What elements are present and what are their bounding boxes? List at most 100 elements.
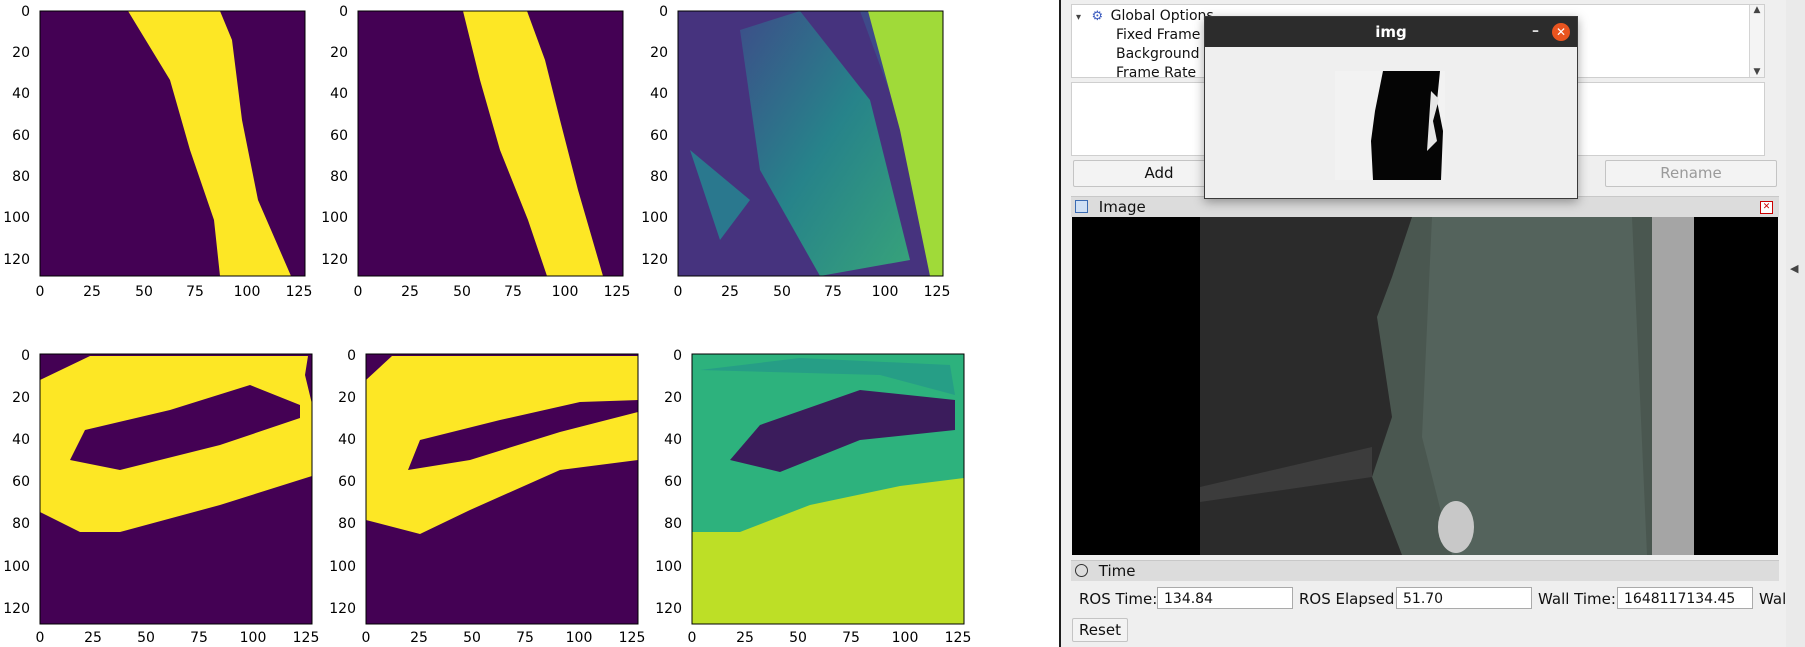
rviz-window: ▾ ⚙ Global Options Fixed Frame Backgroun… [1059,0,1805,647]
tree-row-global-options[interactable]: ▾ ⚙ Global Options [1076,7,1214,26]
clock-icon [1075,564,1088,577]
tick-x-label: 25 [83,284,101,300]
tick-x-label: 100 [240,630,267,646]
tick-y-label: 40 [664,432,682,448]
panel-close-icon[interactable]: ✕ [1760,201,1773,214]
tick-x-label: 25 [401,284,419,300]
tick-y-label: 100 [641,210,668,226]
tick-x-label: 50 [453,284,471,300]
rename-button[interactable]: Rename [1605,160,1777,187]
tick-x-label: 100 [234,284,261,300]
tick-x-label: 100 [892,630,919,646]
tick-x-label: 0 [36,284,45,300]
tick-x-label: 50 [789,630,807,646]
tick-x-label: 125 [945,630,972,646]
image-panel-header: Image ✕ [1071,196,1779,217]
wall-time-label: Wall Time: [1538,590,1616,608]
scroll-down-icon[interactable]: ▼ [1753,67,1761,77]
tree-label: Frame Rate [1116,65,1197,78]
tick-x-label: 125 [293,630,320,646]
tick-x-label: 50 [135,284,153,300]
tree-row-frame-rate[interactable]: Frame Rate [1116,64,1197,78]
tick-y-label: 20 [12,390,30,406]
close-icon[interactable]: ✕ [1552,23,1570,41]
gear-icon: ⚙ [1091,9,1104,24]
tree-row-fixed-frame[interactable]: Fixed Frame [1116,26,1200,45]
tick-y-label: 0 [339,4,348,20]
mask-image [1335,71,1445,180]
tick-y-label: 60 [12,128,30,144]
matplotlib-figure: 0 25 50 75 100 125 0 20 40 60 80 100 120… [3,4,972,646]
tick-y-label: 80 [12,516,30,532]
camera-image [1072,217,1778,555]
ros-time-label: ROS Time: [1079,590,1158,608]
img-window-title: img [1375,23,1407,41]
tick-y-label: 100 [3,210,30,226]
tick-y-label: 120 [3,252,30,268]
tick-y-label: 0 [21,348,30,364]
tick-y-label: 80 [12,169,30,185]
tree-row-background[interactable]: Background [1116,45,1200,64]
tree-label: Fixed Frame [1116,27,1201,43]
tick-y-label: 40 [330,86,348,102]
wall-time-field[interactable]: 1648117134.45 [1617,587,1753,609]
tick-y-label: 60 [338,474,356,490]
tick-x-label: 50 [463,630,481,646]
image-view [1072,217,1778,555]
tick-y-label: 60 [664,474,682,490]
tree-label: Global Options [1110,8,1214,24]
tick-x-label: 50 [773,284,791,300]
plot-r1c3 [677,10,944,277]
minimize-icon[interactable]: – [1532,23,1539,39]
tick-x-label: 50 [137,630,155,646]
tick-x-label: 125 [286,284,313,300]
scroll-up-icon[interactable]: ▲ [1753,5,1761,15]
plot-r2c2 [365,353,639,625]
tick-y-label: 60 [12,474,30,490]
tick-y-label: 0 [659,4,668,20]
collapse-arrow-icon[interactable]: ◀ [1790,262,1799,275]
tick-x-label: 100 [552,284,579,300]
tick-y-label: 0 [673,348,682,364]
tick-y-label: 60 [330,128,348,144]
tick-x-label: 75 [842,630,860,646]
tree-scrollbar[interactable]: ▲ ▼ [1749,5,1764,77]
ros-time-field[interactable]: 134.84 [1157,587,1293,609]
tick-x-label: 75 [824,284,842,300]
tick-x-label: 75 [504,284,522,300]
tick-y-label: 120 [655,601,682,617]
tick-y-label: 80 [338,516,356,532]
tick-y-label: 20 [330,45,348,61]
tick-x-label: 0 [688,630,697,646]
tick-x-label: 125 [924,284,951,300]
img-window-titlebar[interactable]: img – ✕ [1205,17,1577,47]
tick-x-label: 0 [36,630,45,646]
tick-x-label: 25 [721,284,739,300]
tick-x-label: 0 [362,630,371,646]
tick-x-label: 25 [84,630,102,646]
time-panel-title: Time [1098,562,1136,580]
image-panel-icon [1075,200,1088,213]
expand-arrow-icon[interactable]: ▾ [1076,12,1082,23]
side-collapse-bar[interactable]: ◀ [1786,0,1805,647]
subplot-grid: 0 25 50 75 100 125 0 20 40 60 80 100 120… [3,4,972,646]
tick-y-label: 80 [330,169,348,185]
tree-label: Background [1116,46,1200,62]
tick-y-label: 0 [347,348,356,364]
ros-elapsed-label: ROS Elapsed: [1299,590,1400,608]
tick-y-label: 0 [21,4,30,20]
tick-y-label: 100 [3,559,30,575]
ros-elapsed-field[interactable]: 51.70 [1396,587,1532,609]
tick-y-label: 20 [664,390,682,406]
time-panel-header: Time [1071,560,1779,581]
tick-x-label: 75 [190,630,208,646]
tick-x-label: 25 [736,630,754,646]
tick-y-label: 120 [3,601,30,617]
tick-y-label: 60 [650,128,668,144]
tick-x-label: 125 [619,630,646,646]
tick-x-label: 125 [604,284,631,300]
plot-r2c1 [39,353,313,625]
tick-y-label: 80 [650,169,668,185]
reset-button[interactable]: Reset [1072,618,1128,642]
tick-y-label: 100 [329,559,356,575]
